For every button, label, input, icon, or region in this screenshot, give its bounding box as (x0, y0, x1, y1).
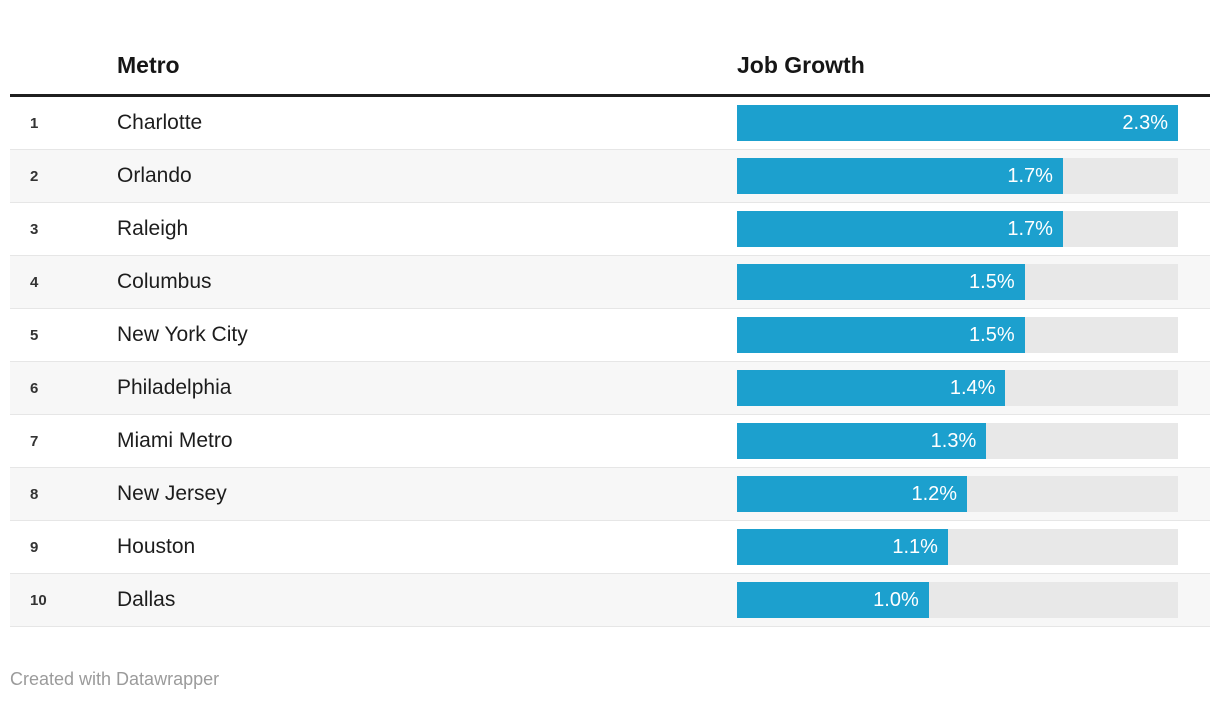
bar-value-label: 1.7% (1007, 164, 1053, 187)
bar-value-label: 1.3% (930, 429, 977, 452)
bar-cell: 1.0% (737, 582, 1178, 618)
metro-cell: Miami Metro (117, 429, 233, 452)
bar-value-label: 1.4% (949, 376, 996, 399)
bar-track: 1.0% (737, 582, 1178, 618)
footer: Created with Datawrapper (10, 669, 1210, 690)
metro-cell: New York City (117, 323, 248, 346)
bar-track: 1.2% (737, 476, 1178, 512)
rank-cell: 8 (30, 485, 39, 503)
table-row: 10 Dallas 1.0% (10, 574, 1210, 627)
bar-track: 2.3% (737, 105, 1178, 141)
table-container: Metro Job Growth 1 Charlotte 2.3% 2 Orlando 1… (10, 0, 1210, 690)
bar-value-label: 1.5% (969, 323, 1015, 346)
metro-cell: Dallas (117, 588, 176, 611)
table-row: 3 Raleigh 1.7% (10, 203, 1210, 256)
rank-cell: 9 (30, 538, 39, 556)
rank-cell: 5 (30, 326, 39, 344)
bar: 1.7% (737, 158, 1063, 194)
bar: 1.4% (737, 370, 1006, 406)
bar-value-label: 1.2% (911, 482, 958, 505)
table-row: 5 New York City 1.5% (10, 309, 1210, 362)
metro-cell: Columbus (117, 270, 212, 293)
bar-track: 1.3% (737, 423, 1178, 459)
rank-cell: 10 (30, 591, 47, 609)
bar-cell: 1.3% (737, 423, 1178, 459)
bar-track: 1.5% (737, 264, 1178, 300)
bar-track: 1.1% (737, 529, 1178, 565)
bar-cell: 1.5% (737, 317, 1178, 353)
table-row: 6 Philadelphia 1.4% (10, 362, 1210, 415)
rank-cell: 4 (30, 273, 39, 291)
table-row: 7 Miami Metro 1.3% (10, 415, 1210, 468)
table-row: 2 Orlando 1.7% (10, 150, 1210, 203)
rank-cell: 7 (30, 432, 39, 450)
bar-value-label: 2.3% (1122, 111, 1168, 134)
bar: 1.5% (737, 264, 1025, 300)
table-row: 1 Charlotte 2.3% (10, 97, 1210, 150)
rank-cell: 6 (30, 379, 39, 397)
bar-track: 1.7% (737, 158, 1178, 194)
metro-cell: Orlando (117, 164, 192, 187)
table-row: 9 Houston 1.1% (10, 521, 1210, 574)
bar-cell: 1.1% (737, 529, 1178, 565)
bar: 1.2% (737, 476, 968, 512)
bar-track: 1.7% (737, 211, 1178, 247)
bar-value-label: 1.1% (892, 535, 938, 558)
table-body: 1 Charlotte 2.3% 2 Orlando 1.7% 3 Raleigh 1.7% 4 C… (10, 97, 1210, 627)
metro-cell: New Jersey (117, 482, 227, 505)
column-header-metro: Metro (117, 52, 180, 78)
bar-cell: 1.7% (737, 211, 1178, 247)
bar: 1.1% (737, 529, 948, 565)
bar-cell: 1.2% (737, 476, 1178, 512)
bar-cell: 1.5% (737, 264, 1178, 300)
rank-cell: 3 (30, 220, 39, 238)
bar-value-label: 1.5% (969, 270, 1015, 293)
bar-track: 1.5% (737, 317, 1178, 353)
metro-cell: Houston (117, 535, 196, 558)
metro-cell: Charlotte (117, 111, 203, 134)
table-row: 8 New Jersey 1.2% (10, 468, 1210, 521)
bar: 1.7% (737, 211, 1063, 247)
column-header-job-growth: Job Growth (737, 52, 865, 78)
bar: 2.3% (737, 105, 1178, 141)
bar-cell: 2.3% (737, 105, 1178, 141)
bar-value-label: 1.0% (873, 588, 919, 611)
metro-cell: Raleigh (117, 217, 189, 240)
bar-track: 1.4% (737, 370, 1178, 406)
bar-cell: 1.4% (737, 370, 1178, 406)
rank-cell: 2 (30, 167, 39, 185)
metro-cell: Philadelphia (117, 376, 232, 399)
table-header-row: Metro Job Growth (10, 0, 1210, 97)
bar-cell: 1.7% (737, 158, 1178, 194)
bar: 1.5% (737, 317, 1025, 353)
bar: 1.0% (737, 582, 929, 618)
bar: 1.3% (737, 423, 987, 459)
rank-cell: 1 (30, 114, 39, 132)
table-row: 4 Columbus 1.5% (10, 256, 1210, 309)
datawrapper-credit-link[interactable]: Created with Datawrapper (10, 669, 220, 689)
bar-value-label: 1.7% (1007, 217, 1053, 240)
